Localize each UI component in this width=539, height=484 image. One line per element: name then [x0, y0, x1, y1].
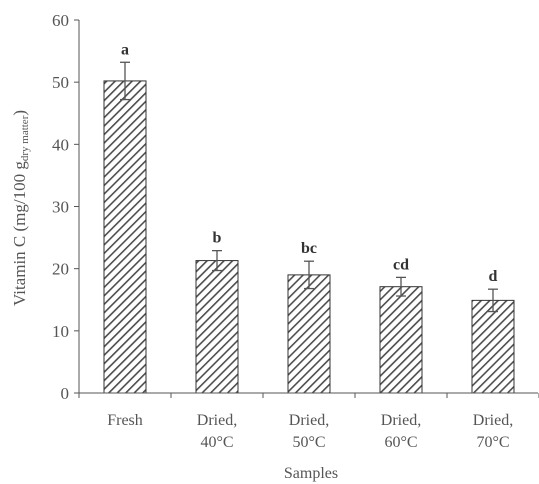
- significance-label: b: [213, 230, 222, 247]
- bar: [195, 260, 239, 394]
- bar: [379, 286, 423, 394]
- y-axis-title-main: Vitamin C (mg/100 g: [10, 161, 29, 306]
- x-axis-title: Samples: [284, 465, 338, 482]
- significance-label: cd: [393, 256, 409, 273]
- y-tick-label: 20: [52, 260, 69, 279]
- y-tick-label: 0: [61, 384, 70, 403]
- x-tick-label-line: Dried,: [381, 412, 421, 429]
- y-tick-label: 60: [52, 11, 69, 30]
- error-bar: [488, 288, 498, 313]
- x-tick-label-line: Dried,: [473, 412, 513, 429]
- bar: [471, 299, 515, 394]
- y-axis-ticks: 0 10 20 30 40 50 60: [52, 11, 539, 403]
- x-tick-label: Fresh: [107, 412, 143, 429]
- bar: [287, 274, 331, 394]
- y-tick-label: 10: [52, 322, 69, 341]
- significance-labels: a b bc cd d: [121, 41, 498, 285]
- x-tick-label: Dried, 50°C: [289, 412, 329, 451]
- error-bar: [120, 61, 130, 101]
- x-tick-label: Dried, 60°C: [381, 412, 421, 451]
- error-bar: [396, 276, 406, 297]
- bars: [103, 80, 515, 394]
- x-tick-label-line: Fresh: [107, 412, 143, 429]
- bar: [103, 80, 147, 394]
- y-tick-label: 40: [52, 135, 69, 154]
- y-tick-label: 50: [52, 73, 69, 92]
- significance-label: d: [489, 268, 498, 285]
- x-tick-label-line: 70°C: [476, 434, 509, 451]
- error-bar: [304, 260, 314, 290]
- x-tick-label: Dried, 70°C: [473, 412, 513, 451]
- significance-label: a: [121, 41, 129, 58]
- error-bars: [120, 61, 498, 313]
- x-tick-label-line: Dried,: [197, 412, 237, 429]
- y-axis-title-close: ): [10, 110, 29, 116]
- y-axis-title-subscript: dry matter: [19, 115, 31, 161]
- x-tick-label-line: 40°C: [200, 434, 233, 451]
- x-tick-label: Dried, 40°C: [197, 412, 237, 451]
- significance-label: bc: [301, 240, 317, 257]
- y-axis-title: Vitamin C (mg/100 gdry matter): [10, 110, 31, 306]
- x-tick-label-line: 50°C: [292, 434, 325, 451]
- svg-text:Vitamin C (mg/100 gdry matter): Vitamin C (mg/100 gdry matter): [10, 110, 31, 306]
- y-tick-label: 30: [52, 198, 69, 217]
- error-bar: [212, 249, 222, 272]
- x-tick-label-line: 60°C: [384, 434, 417, 451]
- x-tick-label-line: Dried,: [289, 412, 329, 429]
